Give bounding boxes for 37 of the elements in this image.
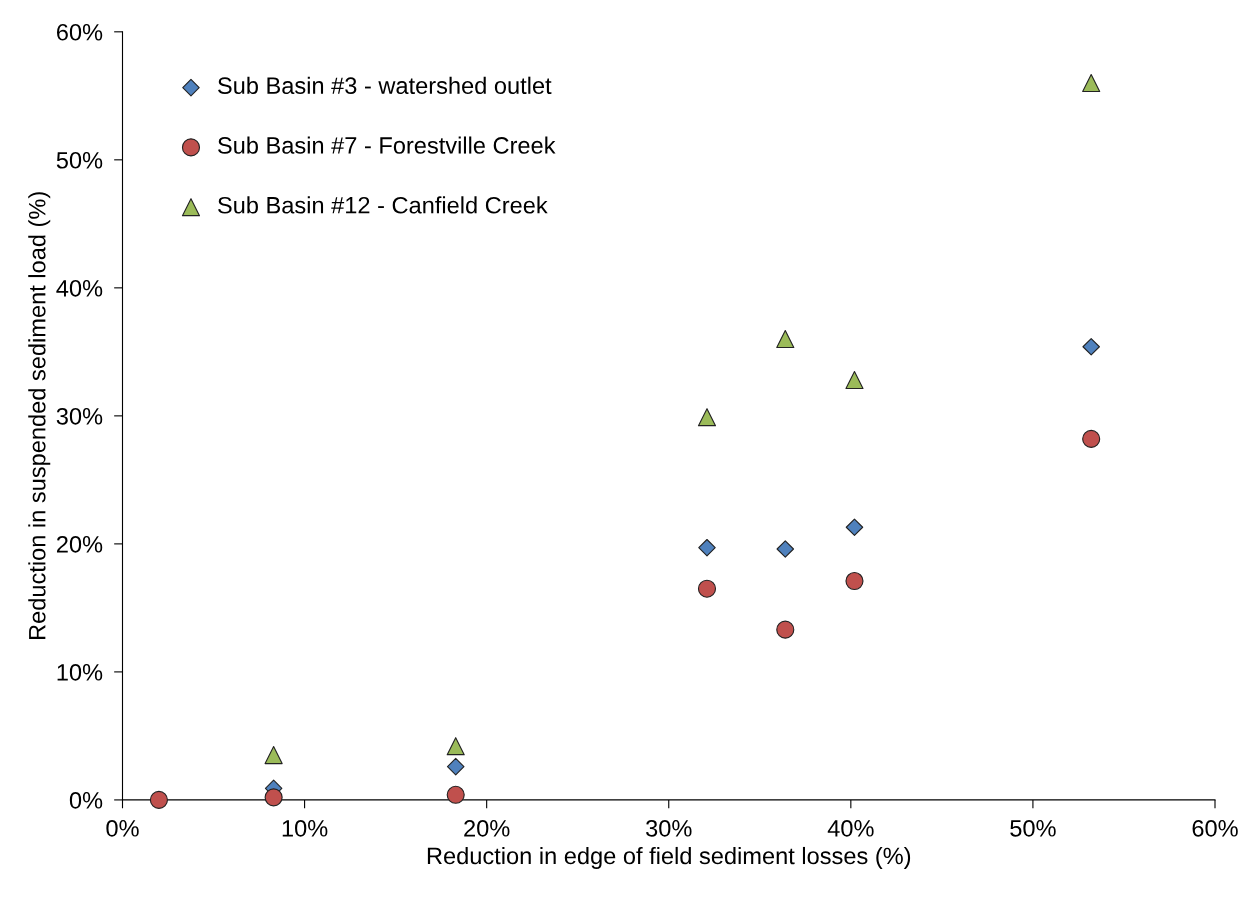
x-tick-label: 0%	[106, 819, 139, 837]
y-tick-label: 30%	[56, 407, 103, 425]
point	[776, 620, 795, 639]
point	[845, 370, 864, 390]
y-tick-label: 50%	[56, 151, 103, 169]
y-tick-label: 40%	[56, 279, 103, 297]
legend-label: Sub Basin #3 - watershed outlet	[218, 76, 552, 95]
x-tick-label: 40%	[827, 819, 874, 837]
point	[845, 571, 864, 591]
point	[446, 757, 465, 776]
y-tick-label: 10%	[57, 663, 103, 681]
point	[776, 329, 795, 349]
point	[698, 538, 716, 557]
point	[1082, 73, 1101, 93]
y-axis-title: Reduction in suspended sediment load (%)	[28, 192, 51, 640]
point	[264, 788, 283, 807]
point	[697, 579, 717, 598]
x-tick-label: 20%	[464, 819, 510, 837]
point	[845, 518, 864, 537]
point	[1082, 429, 1101, 448]
x-axis-title: Reduction in edge of field sediment losses (%)	[427, 846, 911, 869]
point	[776, 540, 795, 558]
point	[1082, 337, 1100, 356]
point	[697, 408, 717, 427]
legend-label: Sub Basin #12 - Canfield Creek	[218, 196, 548, 214]
point	[446, 737, 465, 756]
x-tick-label: 30%	[646, 819, 692, 837]
x-tick-label: 50%	[1010, 819, 1056, 837]
legend-label: Sub Basin #7 - Forestville Creek	[218, 136, 556, 154]
point	[446, 785, 465, 804]
point	[264, 746, 283, 765]
point	[149, 790, 168, 809]
y-tick-label: 20%	[56, 535, 103, 553]
x-tick-label: 10%	[282, 819, 328, 837]
y-tick-label: 0%	[69, 791, 103, 809]
y-tick-label: 60%	[57, 23, 103, 41]
x-tick-label: 60%	[1192, 819, 1238, 837]
